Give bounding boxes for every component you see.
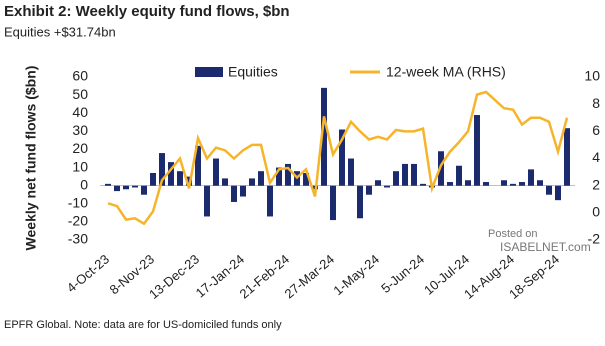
chart-title: Exhibit 2: Weekly equity fund flows, $bn [4, 3, 290, 20]
bar [411, 163, 417, 186]
x-tick-label: 27-Mar-24 [282, 251, 338, 301]
bar [303, 172, 309, 186]
y-tick-label: -20 [68, 213, 88, 229]
bar [528, 169, 534, 186]
chart-subtitle: Equities +$31.74bn [4, 24, 116, 39]
bar [357, 185, 363, 219]
y2-tick-label: 10 [584, 68, 600, 84]
legend-label: 12-week MA (RHS) [386, 64, 506, 80]
y2-tick-label: 0 [592, 204, 600, 220]
y2-tick-label: 6 [592, 122, 600, 138]
bar [105, 183, 111, 186]
bar [231, 185, 237, 202]
y-tick-label: 20 [72, 140, 88, 156]
x-tick-label: 1-May-24 [330, 251, 382, 298]
bar [393, 171, 399, 186]
bar [186, 176, 192, 186]
bar [537, 180, 543, 186]
bar [510, 183, 516, 186]
x-tick-label: 13-Dec-23 [146, 251, 202, 302]
legend-swatch [195, 67, 223, 77]
bar [267, 185, 273, 217]
bar [276, 167, 282, 186]
y-tick-label: 50 [72, 86, 88, 102]
x-tick-label: 18-Sep-24 [506, 251, 562, 302]
y-tick-label: -10 [68, 194, 88, 210]
bar [150, 172, 156, 186]
footnote: EPFR Global. Note: data are for US-domic… [4, 319, 282, 331]
bar [249, 178, 255, 186]
bar [501, 180, 507, 186]
bar [177, 171, 183, 186]
bar [546, 185, 552, 195]
bar [519, 182, 525, 186]
y2-tick-label: 4 [592, 149, 600, 165]
bar [285, 163, 291, 186]
bar [159, 153, 165, 186]
y-tick-label: 40 [72, 104, 88, 120]
bar [258, 171, 264, 186]
bar [447, 182, 453, 186]
bar [402, 163, 408, 186]
bar [564, 128, 570, 186]
bar [195, 145, 201, 186]
y2-tick-label: 8 [592, 95, 600, 111]
y-tick-label: 60 [72, 68, 88, 84]
bar [240, 185, 246, 197]
watermark: Posted on [488, 228, 538, 240]
line [107, 90, 569, 226]
bar [474, 115, 480, 186]
y-tick-label: 0 [80, 176, 88, 192]
bar [168, 162, 174, 186]
bar [204, 185, 210, 217]
bar [456, 165, 462, 186]
bar [141, 185, 147, 195]
bar [339, 129, 345, 186]
y-tick-label: -30 [68, 231, 88, 247]
bar [132, 185, 138, 188]
bar [123, 185, 129, 190]
x-tick-label: 4-Oct-23 [64, 251, 112, 295]
bar [465, 180, 471, 186]
bar [366, 185, 372, 195]
bar [222, 178, 228, 186]
bar [114, 185, 120, 192]
bar [375, 180, 381, 186]
y-tick-label: 30 [72, 122, 88, 138]
y-axis-label: Weekly net fund flows ($bn) [23, 66, 39, 251]
bar [483, 182, 489, 186]
bar [330, 185, 336, 221]
y2-tick-label: 2 [592, 176, 600, 192]
x-tick-label: 5-Jun-24 [378, 251, 427, 295]
bar [321, 87, 327, 186]
bar [384, 185, 390, 188]
y2-tick-label: -2 [588, 231, 601, 247]
watermark: ISABELNET.com [500, 240, 591, 254]
bar [420, 183, 426, 186]
legend-label: Equities [228, 64, 278, 80]
bar [348, 158, 354, 186]
bar [213, 158, 219, 186]
y-tick-label: 10 [72, 158, 88, 174]
bar [555, 185, 561, 201]
